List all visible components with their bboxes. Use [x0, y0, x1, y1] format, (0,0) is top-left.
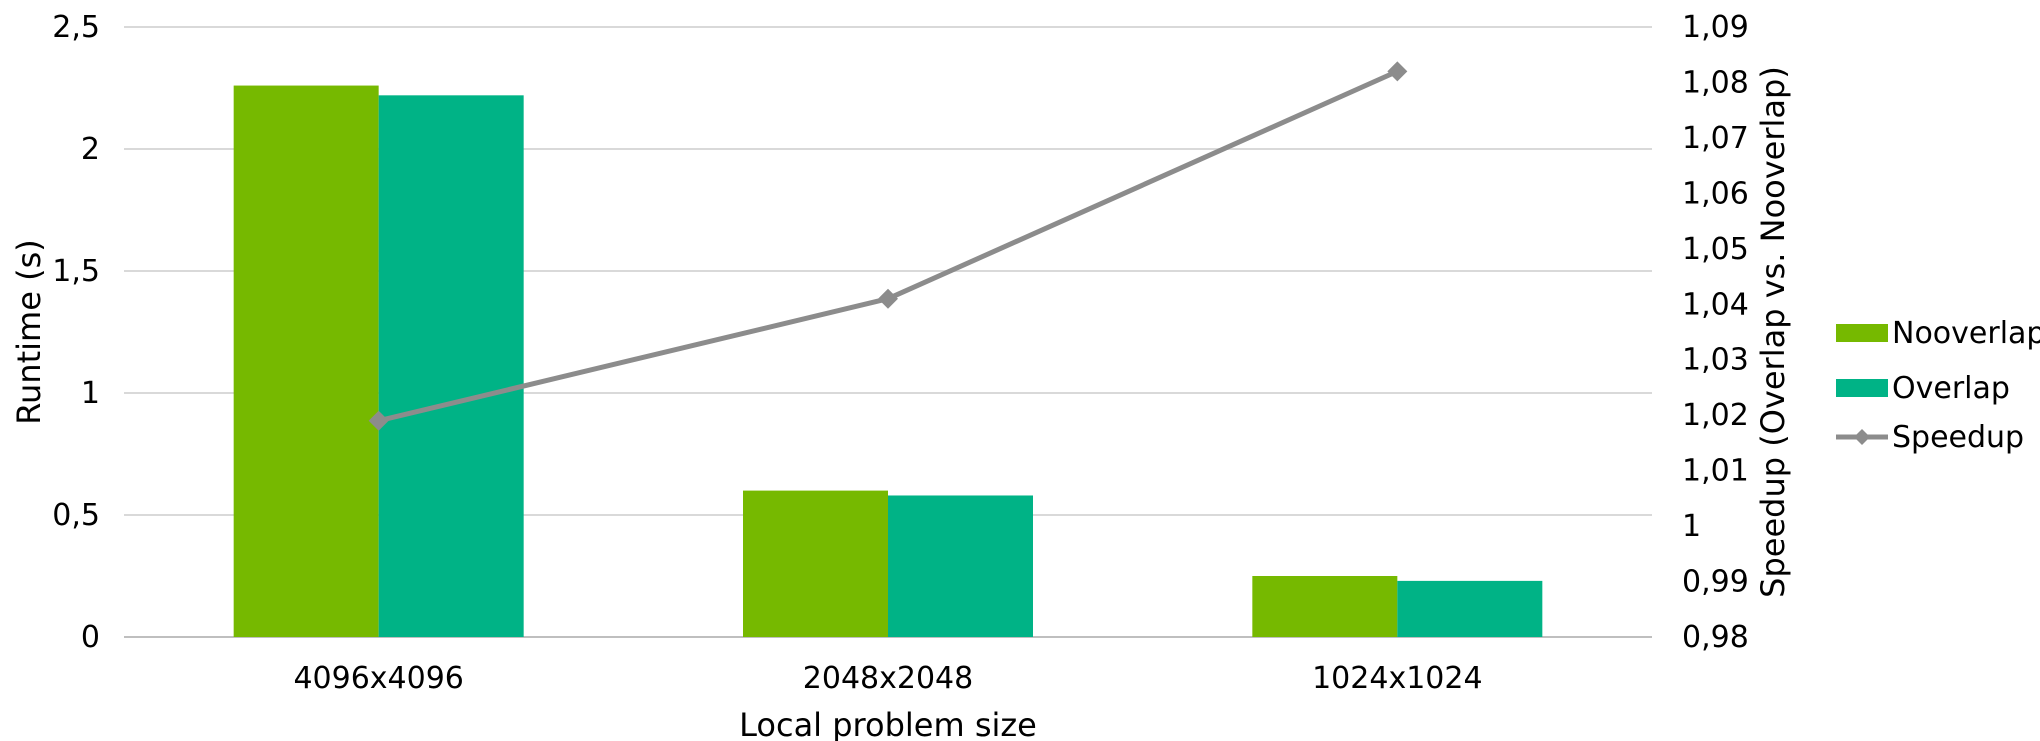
speedup-marker	[878, 288, 898, 309]
bar-overlap	[888, 495, 1033, 637]
y2-axis-title: Speedup (Overlap vs. Nooverlap)	[1754, 66, 1792, 598]
y2-tick-label: 1,07	[1682, 121, 1749, 156]
y2-tick-label: 1,05	[1682, 232, 1749, 267]
right-axis-ticks: 0,98 0,99 1 1,01 1,02 1,03 1,04 1,05 1,06 1,07 1,0…	[1682, 10, 1749, 655]
legend-label: Overlap	[1892, 371, 2010, 406]
y2-tick-label: 1,03	[1682, 343, 1749, 378]
bar-nooverlap	[1252, 576, 1398, 637]
y2-tick-label: 1,01	[1682, 454, 1749, 489]
speedup-marker	[368, 410, 389, 431]
speedup-line	[378, 69, 1399, 424]
y2-tick-label: 1,09	[1682, 10, 1749, 45]
y2-tick-label: 0,98	[1682, 620, 1749, 655]
legend-label: Nooverlap	[1892, 316, 2040, 351]
y2-tick-label: 1,04	[1682, 287, 1749, 322]
y-tick-label: 2	[81, 132, 100, 167]
speedup-line-group	[368, 61, 1408, 431]
x-tick-label: 1024x1024	[1312, 661, 1482, 696]
y2-tick-label: 1,08	[1682, 65, 1749, 100]
y2-tick-label: 1	[1682, 509, 1701, 544]
y-axis-title: Runtime (s)	[10, 239, 48, 424]
speedup-marker	[1387, 61, 1408, 82]
x-axis-title: Local problem size	[739, 706, 1037, 741]
legend-swatch-marker	[1854, 429, 1870, 445]
bar-nooverlap	[743, 490, 888, 637]
y-tick-label: 1,5	[52, 254, 100, 289]
x-tick-label: 2048x2048	[803, 661, 973, 696]
y-tick-label: 2,5	[52, 10, 100, 45]
legend-swatch-nooverlap	[1836, 324, 1888, 342]
y-tick-label: 0	[81, 620, 100, 655]
bar-overlap	[378, 95, 524, 637]
legend-swatch-overlap	[1836, 379, 1888, 397]
category-axis-ticks: 4096x4096 2048x2048 1024x1024	[293, 661, 1482, 696]
x-tick-label: 4096x4096	[293, 661, 463, 696]
y-tick-label: 0,5	[52, 498, 100, 533]
y2-tick-label: 1,02	[1682, 398, 1749, 433]
y2-tick-label: 1,06	[1682, 176, 1749, 211]
legend-label: Speedup	[1892, 420, 2024, 455]
bar-nooverlap	[233, 85, 379, 637]
left-axis-ticks: 0 0,5 1 1,5 2 2,5	[52, 10, 100, 655]
legend: Nooverlap Overlap Speedup	[1836, 316, 2040, 455]
y-tick-label: 1	[81, 376, 100, 411]
bar-overlap	[1397, 580, 1543, 637]
bars	[233, 85, 1543, 637]
y2-tick-label: 0,99	[1682, 565, 1749, 600]
